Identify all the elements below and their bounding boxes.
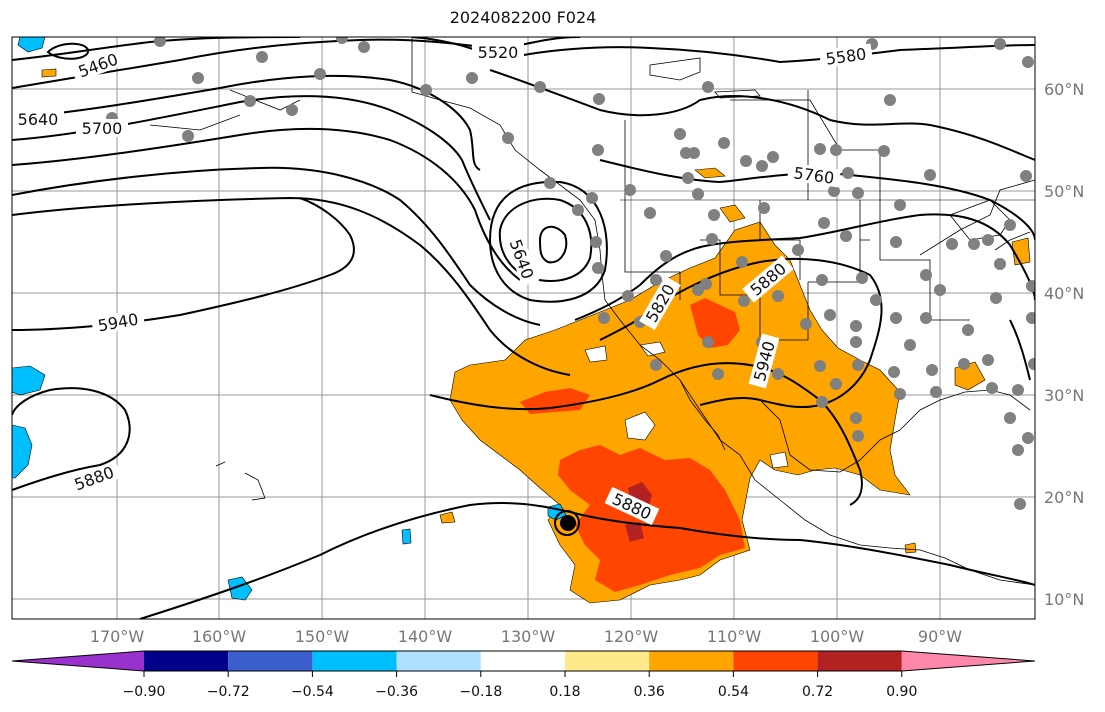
colorbar: −0.90 −0.72 −0.54 −0.36 −0.18 0.18 0.36 … — [11, 650, 1036, 700]
colorbar-tick-label: −0.18 — [459, 684, 502, 700]
anomaly-region-red-orange-west — [520, 388, 590, 414]
anomaly-region-orange — [449, 221, 911, 604]
colorbar-bin — [817, 651, 902, 671]
lat-label-10n: 10°N — [1044, 590, 1084, 609]
colorbar-bin — [480, 651, 565, 671]
lon-label-110w: 110°W — [707, 627, 762, 646]
lon-label-100w: 100°W — [810, 627, 865, 646]
lat-label-20n: 20°N — [1044, 488, 1084, 507]
colorbar-extend-high — [901, 651, 1035, 671]
colorbar-bin — [396, 651, 481, 671]
anomaly-region-dark-red-small — [625, 522, 644, 542]
lon-label-130w: 130°W — [501, 627, 556, 646]
lon-label-160w: 160°W — [192, 627, 247, 646]
colorbar-tick-label: 0.36 — [634, 684, 665, 700]
colorbar-bin — [565, 651, 650, 671]
lat-label-60n: 60°N — [1044, 80, 1084, 99]
colorbar-tick-label: 0.18 — [549, 684, 580, 700]
contour-label-5640-west: 5640 — [18, 110, 59, 129]
colorbar-tick-label: 0.54 — [718, 684, 749, 700]
colorbar-tick-label: −0.54 — [291, 684, 334, 700]
colorbar-bin — [312, 651, 397, 671]
anomaly-region-red-orange-north — [690, 298, 740, 348]
lon-label-170w: 170°W — [90, 627, 145, 646]
lon-label-140w: 140°W — [398, 627, 453, 646]
lon-label-90w: 90°W — [918, 627, 962, 646]
latitude-labels: 60°N 50°N 40°N 30°N 20°N 10°N — [1044, 80, 1084, 609]
station-markers — [106, 37, 1035, 510]
storm-marker — [560, 515, 576, 531]
colorbar-tick-label: 0.90 — [886, 684, 917, 700]
contour-label-5520: 5520 — [478, 43, 519, 62]
colorbar-extend-low — [12, 651, 144, 671]
colorbar-bin — [649, 651, 734, 671]
colorbar-tick-label: −0.72 — [207, 684, 250, 700]
colorbar-tick-label: 0.72 — [802, 684, 833, 700]
lon-label-150w: 150°W — [295, 627, 350, 646]
longitude-labels: 170°W 160°W 150°W 140°W 130°W 120°W 110°… — [90, 627, 962, 646]
colorbar-bin — [228, 651, 313, 671]
colorbar-bin — [733, 651, 818, 671]
colorbar-bin — [144, 651, 229, 671]
lat-label-50n: 50°N — [1044, 182, 1084, 201]
map-title: 2024082200 F024 — [449, 8, 597, 27]
colorbar-tick-label: −0.36 — [375, 684, 418, 700]
map-frame — [11, 36, 1036, 620]
lat-label-40n: 40°N — [1044, 284, 1084, 303]
anomaly-holes — [584, 341, 789, 469]
anomaly-patches-cyan — [12, 37, 567, 601]
contour-label-5700: 5700 — [82, 119, 123, 138]
lon-label-120w: 120°W — [604, 627, 659, 646]
colorbar-tick-label: −0.90 — [123, 684, 166, 700]
lat-label-30n: 30°N — [1044, 386, 1084, 405]
